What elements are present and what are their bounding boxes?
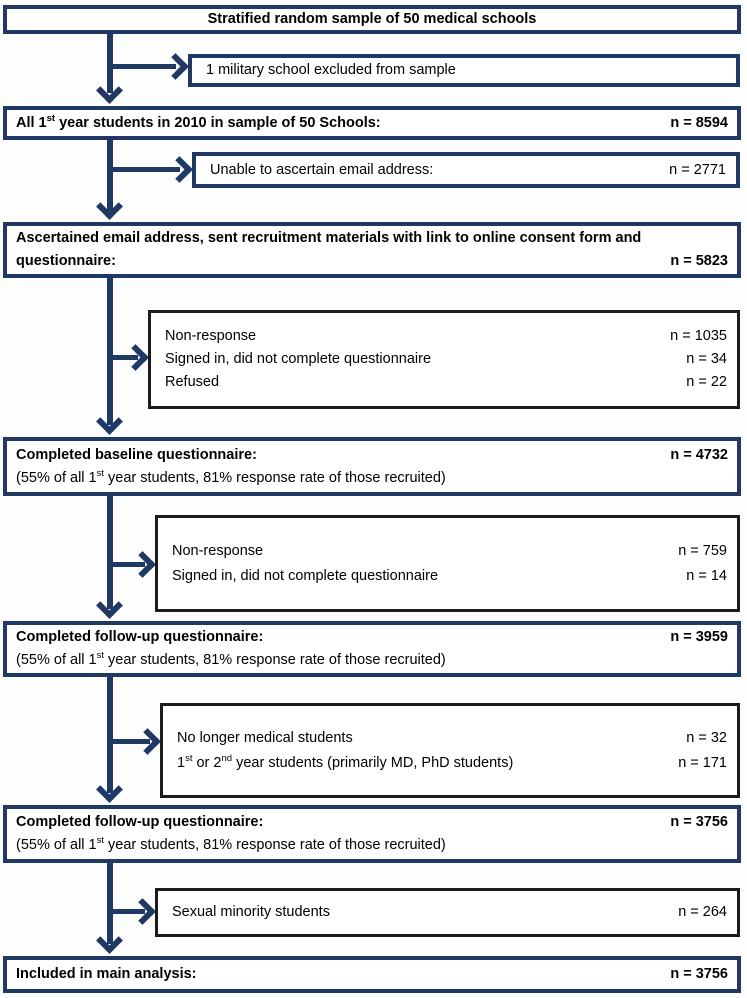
row-count: n = 759 <box>678 542 727 559</box>
box-stratified-sample-text: Stratified random sample of 50 medical s… <box>207 11 537 27</box>
row-count: n = 14 <box>686 567 727 584</box>
box-sexual-minority: Sexual minority students n = 264 <box>155 888 740 937</box>
branch-line-nonresponse-followup <box>110 562 145 567</box>
arrow-down-icon-6 <box>96 927 123 954</box>
arrow-down-icon-1 <box>96 77 123 104</box>
excluded-students-row-2: 1st or 2nd year students (primarily MD, … <box>177 751 727 776</box>
row-count: n = 34 <box>686 351 727 367</box>
box-completed-followup-2-count: n = 3756 <box>670 814 728 830</box>
followup-nonresponse-row-1: Non-response n = 759 <box>172 539 727 564</box>
row-count: n = 32 <box>686 729 727 746</box>
branch-line-excluded-students <box>110 739 150 744</box>
flow-line-vertical-5 <box>107 676 113 793</box>
box-completed-followup-2: Completed follow-up questionnaire: n = 3… <box>3 805 741 863</box>
row-text: No longer medical students <box>177 729 353 746</box>
box-main-analysis: Included in main analysis: n = 3756 <box>3 956 741 993</box>
box-completed-baseline-title: Completed baseline questionnaire: <box>16 446 257 463</box>
arrow-right-icon-sexual-minority <box>129 898 156 925</box>
baseline-nonresponse-row-2: Signed in, did not complete questionnair… <box>165 348 727 371</box>
row-text: Refused <box>165 374 220 390</box>
arrow-right-icon-nonresponse-followup <box>129 551 156 578</box>
box-completed-followup-1: Completed follow-up questionnaire: n = 3… <box>3 621 741 677</box>
box-baseline-nonresponse: Non-response n = 1035 Signed in, did not… <box>148 310 740 409</box>
box-military-excluded: 1 military school excluded from sample <box>188 54 740 87</box>
box-followup-nonresponse: Non-response n = 759 Signed in, did not … <box>155 515 740 612</box>
box-no-email: Unable to ascertain email address: n = 2… <box>192 152 740 188</box>
arrow-right-icon-no-email <box>166 156 193 183</box>
row-count: n = 1035 <box>670 328 727 344</box>
baseline-nonresponse-row-3: Refused n = 22 <box>165 371 727 394</box>
box-sexual-minority-text: Sexual minority students <box>172 904 330 920</box>
row-text: Signed in, did not complete questionnair… <box>172 567 439 584</box>
arrow-right-icon-nonresponse-baseline <box>122 344 149 371</box>
flow-line-vertical-1 <box>107 33 113 93</box>
box-completed-followup-1-subtext: (55% of all 1st year students, 81% respo… <box>16 650 446 668</box>
box-all-first-year-count: n = 8594 <box>670 114 728 131</box>
branch-line-military <box>110 64 176 69</box>
box-main-analysis-text: Included in main analysis: <box>16 966 197 982</box>
flow-line-vertical-2 <box>107 138 113 211</box>
box-military-excluded-text: 1 military school excluded from sample <box>206 62 456 78</box>
box-recruited-count: n = 5823 <box>670 253 728 269</box>
arrow-right-icon-excluded-students <box>134 728 161 755</box>
box-completed-followup-2-subtext: (55% of all 1st year students, 81% respo… <box>16 835 446 853</box>
box-no-email-text: Unable to ascertain email address: <box>210 161 434 178</box>
flow-line-vertical-3 <box>107 277 113 425</box>
box-excluded-students: No longer medical students n = 32 1st or… <box>160 703 740 798</box>
baseline-nonresponse-row-1: Non-response n = 1035 <box>165 325 727 348</box>
box-completed-baseline-count: n = 4732 <box>670 446 728 463</box>
box-completed-baseline-subtext: (55% of all 1st year students, 81% respo… <box>16 467 446 486</box>
branch-line-no-email <box>110 167 180 172</box>
box-all-first-year-text: All 1st year students in 2010 in sample … <box>16 112 381 131</box>
arrow-down-icon-3 <box>96 408 123 435</box>
box-all-first-year: All 1st year students in 2010 in sample … <box>3 106 741 140</box>
box-recruited: Ascertained email address, sent recruitm… <box>3 222 741 278</box>
box-completed-followup-1-title: Completed follow-up questionnaire: <box>16 629 264 645</box>
flow-line-vertical-4 <box>107 495 113 609</box>
box-recruited-line1: Ascertained email address, sent recruitm… <box>16 230 642 246</box>
followup-nonresponse-row-2: Signed in, did not complete questionnair… <box>172 564 727 589</box>
branch-line-sexual-minority <box>110 909 145 914</box>
excluded-students-row-1: No longer medical students n = 32 <box>177 726 727 751</box>
row-count: n = 171 <box>678 754 727 771</box>
arrow-down-icon-2 <box>96 193 123 220</box>
box-completed-followup-1-count: n = 3959 <box>670 629 728 645</box>
branch-line-nonresponse-baseline <box>110 355 138 360</box>
box-sexual-minority-count: n = 264 <box>678 904 727 920</box>
arrow-down-icon-5 <box>96 776 123 803</box>
box-completed-baseline: Completed baseline questionnaire: n = 47… <box>3 437 741 496</box>
box-recruited-line2: questionnaire: <box>16 253 116 269</box>
box-main-analysis-count: n = 3756 <box>670 966 728 982</box>
row-text: Non-response <box>165 328 257 344</box>
row-count: n = 22 <box>686 374 727 390</box>
row-text: Non-response <box>172 542 264 559</box>
box-stratified-sample: Stratified random sample of 50 medical s… <box>3 5 741 34</box>
box-completed-followup-2-title: Completed follow-up questionnaire: <box>16 814 264 830</box>
box-no-email-count: n = 2771 <box>669 161 726 178</box>
flow-line-vertical-6 <box>107 862 113 944</box>
row-text: 1st or 2nd year students (primarily MD, … <box>177 752 514 771</box>
row-text: Signed in, did not complete questionnair… <box>165 351 432 367</box>
arrow-right-icon-military <box>162 53 189 80</box>
arrow-down-icon-4 <box>96 592 123 619</box>
